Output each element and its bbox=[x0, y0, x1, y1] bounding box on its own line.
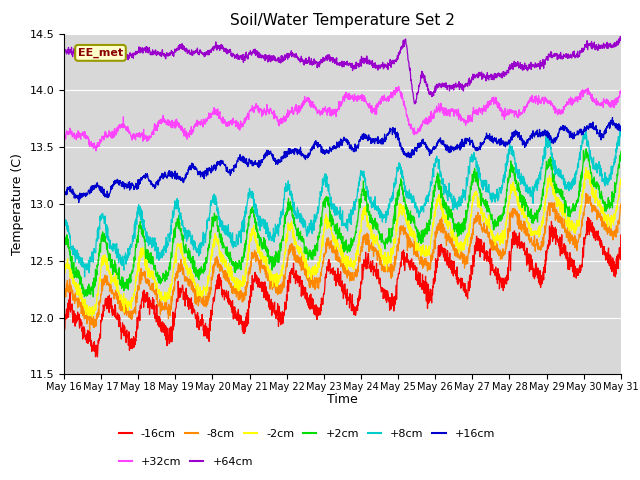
+2cm bbox=[89, 285, 97, 291]
+32cm bbox=[92, 148, 100, 154]
Y-axis label: Temperature (C): Temperature (C) bbox=[11, 153, 24, 255]
+8cm bbox=[617, 126, 625, 132]
+64cm bbox=[601, 42, 609, 48]
+2cm bbox=[601, 199, 609, 205]
+8cm bbox=[331, 213, 339, 218]
Line: +64cm: +64cm bbox=[64, 36, 621, 104]
+32cm bbox=[60, 132, 68, 138]
+8cm bbox=[60, 225, 68, 231]
X-axis label: Time: Time bbox=[327, 394, 358, 407]
-8cm bbox=[89, 316, 97, 322]
-2cm bbox=[602, 215, 609, 221]
+2cm bbox=[617, 149, 625, 155]
-8cm bbox=[60, 300, 68, 305]
+2cm bbox=[582, 146, 590, 152]
Legend: +32cm, +64cm: +32cm, +64cm bbox=[114, 452, 257, 471]
+2cm bbox=[81, 294, 88, 300]
-8cm bbox=[499, 246, 506, 252]
+16cm bbox=[89, 183, 97, 189]
-2cm bbox=[331, 239, 339, 245]
+16cm bbox=[499, 138, 506, 144]
+32cm bbox=[331, 111, 339, 117]
-16cm bbox=[499, 276, 506, 281]
+64cm bbox=[616, 34, 624, 39]
+64cm bbox=[60, 51, 68, 57]
-16cm bbox=[602, 252, 609, 258]
Line: +2cm: +2cm bbox=[64, 149, 621, 297]
-8cm bbox=[316, 279, 324, 285]
+64cm bbox=[316, 60, 324, 66]
-8cm bbox=[601, 224, 609, 229]
+64cm bbox=[499, 74, 506, 80]
-2cm bbox=[89, 304, 97, 310]
-2cm bbox=[60, 269, 68, 275]
-2cm bbox=[316, 256, 324, 262]
+32cm bbox=[601, 99, 609, 105]
Line: -2cm: -2cm bbox=[64, 168, 621, 317]
+2cm bbox=[602, 201, 609, 206]
+8cm bbox=[81, 274, 88, 280]
+8cm bbox=[601, 176, 609, 182]
Line: -8cm: -8cm bbox=[64, 193, 621, 330]
+32cm bbox=[499, 108, 507, 114]
+16cm bbox=[331, 146, 339, 152]
+32cm bbox=[602, 98, 609, 104]
+8cm bbox=[89, 254, 97, 260]
+64cm bbox=[617, 37, 625, 43]
-8cm bbox=[602, 221, 609, 227]
+64cm bbox=[88, 50, 96, 56]
+32cm bbox=[316, 112, 324, 118]
Line: +16cm: +16cm bbox=[64, 118, 621, 203]
-16cm bbox=[93, 354, 101, 360]
+64cm bbox=[411, 101, 419, 107]
+16cm bbox=[75, 200, 83, 205]
-2cm bbox=[582, 165, 590, 170]
-16cm bbox=[88, 343, 96, 348]
-8cm bbox=[86, 327, 93, 333]
+32cm bbox=[617, 88, 625, 94]
-8cm bbox=[617, 202, 625, 207]
Text: EE_met: EE_met bbox=[78, 48, 123, 58]
+2cm bbox=[331, 225, 339, 230]
+16cm bbox=[316, 144, 324, 149]
+32cm bbox=[88, 142, 96, 148]
-8cm bbox=[331, 249, 339, 254]
+16cm bbox=[609, 115, 616, 120]
+8cm bbox=[601, 170, 609, 176]
Line: -16cm: -16cm bbox=[64, 217, 621, 357]
+8cm bbox=[499, 180, 506, 186]
-16cm bbox=[617, 232, 625, 238]
+16cm bbox=[601, 128, 609, 133]
+32cm bbox=[395, 84, 403, 89]
Title: Soil/Water Temperature Set 2: Soil/Water Temperature Set 2 bbox=[230, 13, 455, 28]
-2cm bbox=[601, 211, 609, 217]
+8cm bbox=[316, 189, 324, 194]
-16cm bbox=[331, 268, 339, 274]
+16cm bbox=[60, 189, 68, 194]
+16cm bbox=[617, 128, 625, 133]
+2cm bbox=[316, 222, 324, 228]
-8cm bbox=[582, 191, 590, 196]
Line: +32cm: +32cm bbox=[64, 86, 621, 151]
+2cm bbox=[60, 240, 68, 246]
+8cm bbox=[616, 123, 624, 129]
-2cm bbox=[88, 314, 96, 320]
-2cm bbox=[617, 176, 625, 182]
-16cm bbox=[601, 248, 609, 254]
-16cm bbox=[584, 215, 592, 220]
+2cm bbox=[499, 213, 506, 218]
-16cm bbox=[316, 311, 324, 317]
-2cm bbox=[499, 237, 506, 243]
Line: +8cm: +8cm bbox=[64, 126, 621, 277]
+64cm bbox=[331, 60, 339, 66]
+16cm bbox=[601, 131, 609, 137]
+64cm bbox=[601, 45, 609, 50]
-16cm bbox=[60, 329, 68, 335]
